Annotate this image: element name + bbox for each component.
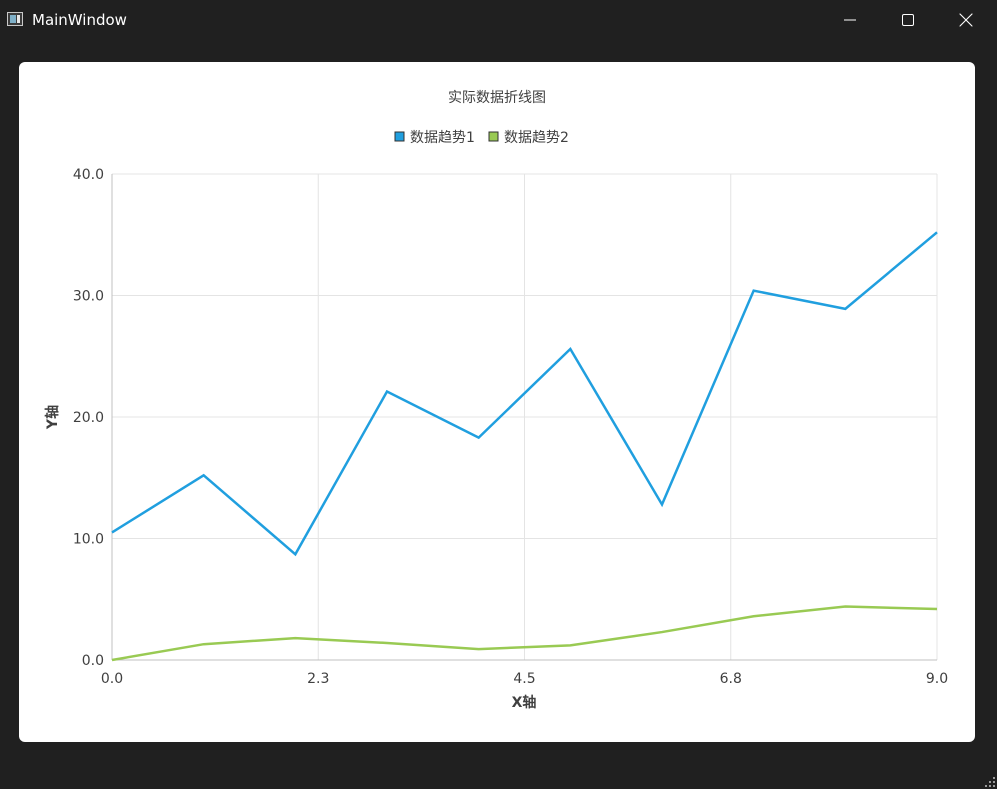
close-icon xyxy=(959,13,973,27)
maximize-icon xyxy=(902,14,914,26)
close-button[interactable] xyxy=(937,0,995,40)
legend-marker-2 xyxy=(488,131,499,142)
maximize-button[interactable] xyxy=(879,0,937,40)
x-tick-label: 4.5 xyxy=(513,671,535,687)
series-line-1 xyxy=(111,231,938,557)
line-chart: 0.0 2.3 4.5 6.8 9.0 0.0 10.0 20.0 30.0 40.0 实际数据折… xyxy=(44,90,948,711)
chart-view: 0.0 2.3 4.5 6.8 9.0 0.0 10.0 20.0 30.0 40.0 实际数据折… xyxy=(19,62,975,742)
x-tick-label: 9.0 xyxy=(926,671,948,687)
resize-grip-icon[interactable] xyxy=(985,777,995,787)
y-tick-label: 10.0 xyxy=(73,532,104,548)
y-tick-label: 20.0 xyxy=(73,410,104,426)
minimize-icon xyxy=(844,19,856,21)
legend: 数据趋势1 数据趋势2 xyxy=(394,130,569,146)
minimize-button[interactable] xyxy=(821,0,879,40)
x-tick-label: 2.3 xyxy=(307,671,329,687)
title-bar: MainWindow xyxy=(0,0,997,40)
y-tick-label: 0.0 xyxy=(82,653,104,669)
legend-marker-1 xyxy=(394,131,405,142)
app-window-icon xyxy=(7,12,23,26)
chart-title: 实际数据折线图 xyxy=(448,90,546,106)
legend-label-2: 数据趋势2 xyxy=(504,130,569,146)
series-line-2 xyxy=(111,605,938,662)
legend-label-1: 数据趋势1 xyxy=(410,130,475,146)
y-tick-label: 40.0 xyxy=(73,167,104,183)
y-tick-label: 30.0 xyxy=(73,289,104,305)
y-axis-label: Y轴 xyxy=(44,405,61,430)
x-tick-label: 0.0 xyxy=(101,671,123,687)
x-axis-label: X轴 xyxy=(512,694,537,711)
window-title: MainWindow xyxy=(32,11,127,29)
x-tick-label: 6.8 xyxy=(720,671,742,687)
